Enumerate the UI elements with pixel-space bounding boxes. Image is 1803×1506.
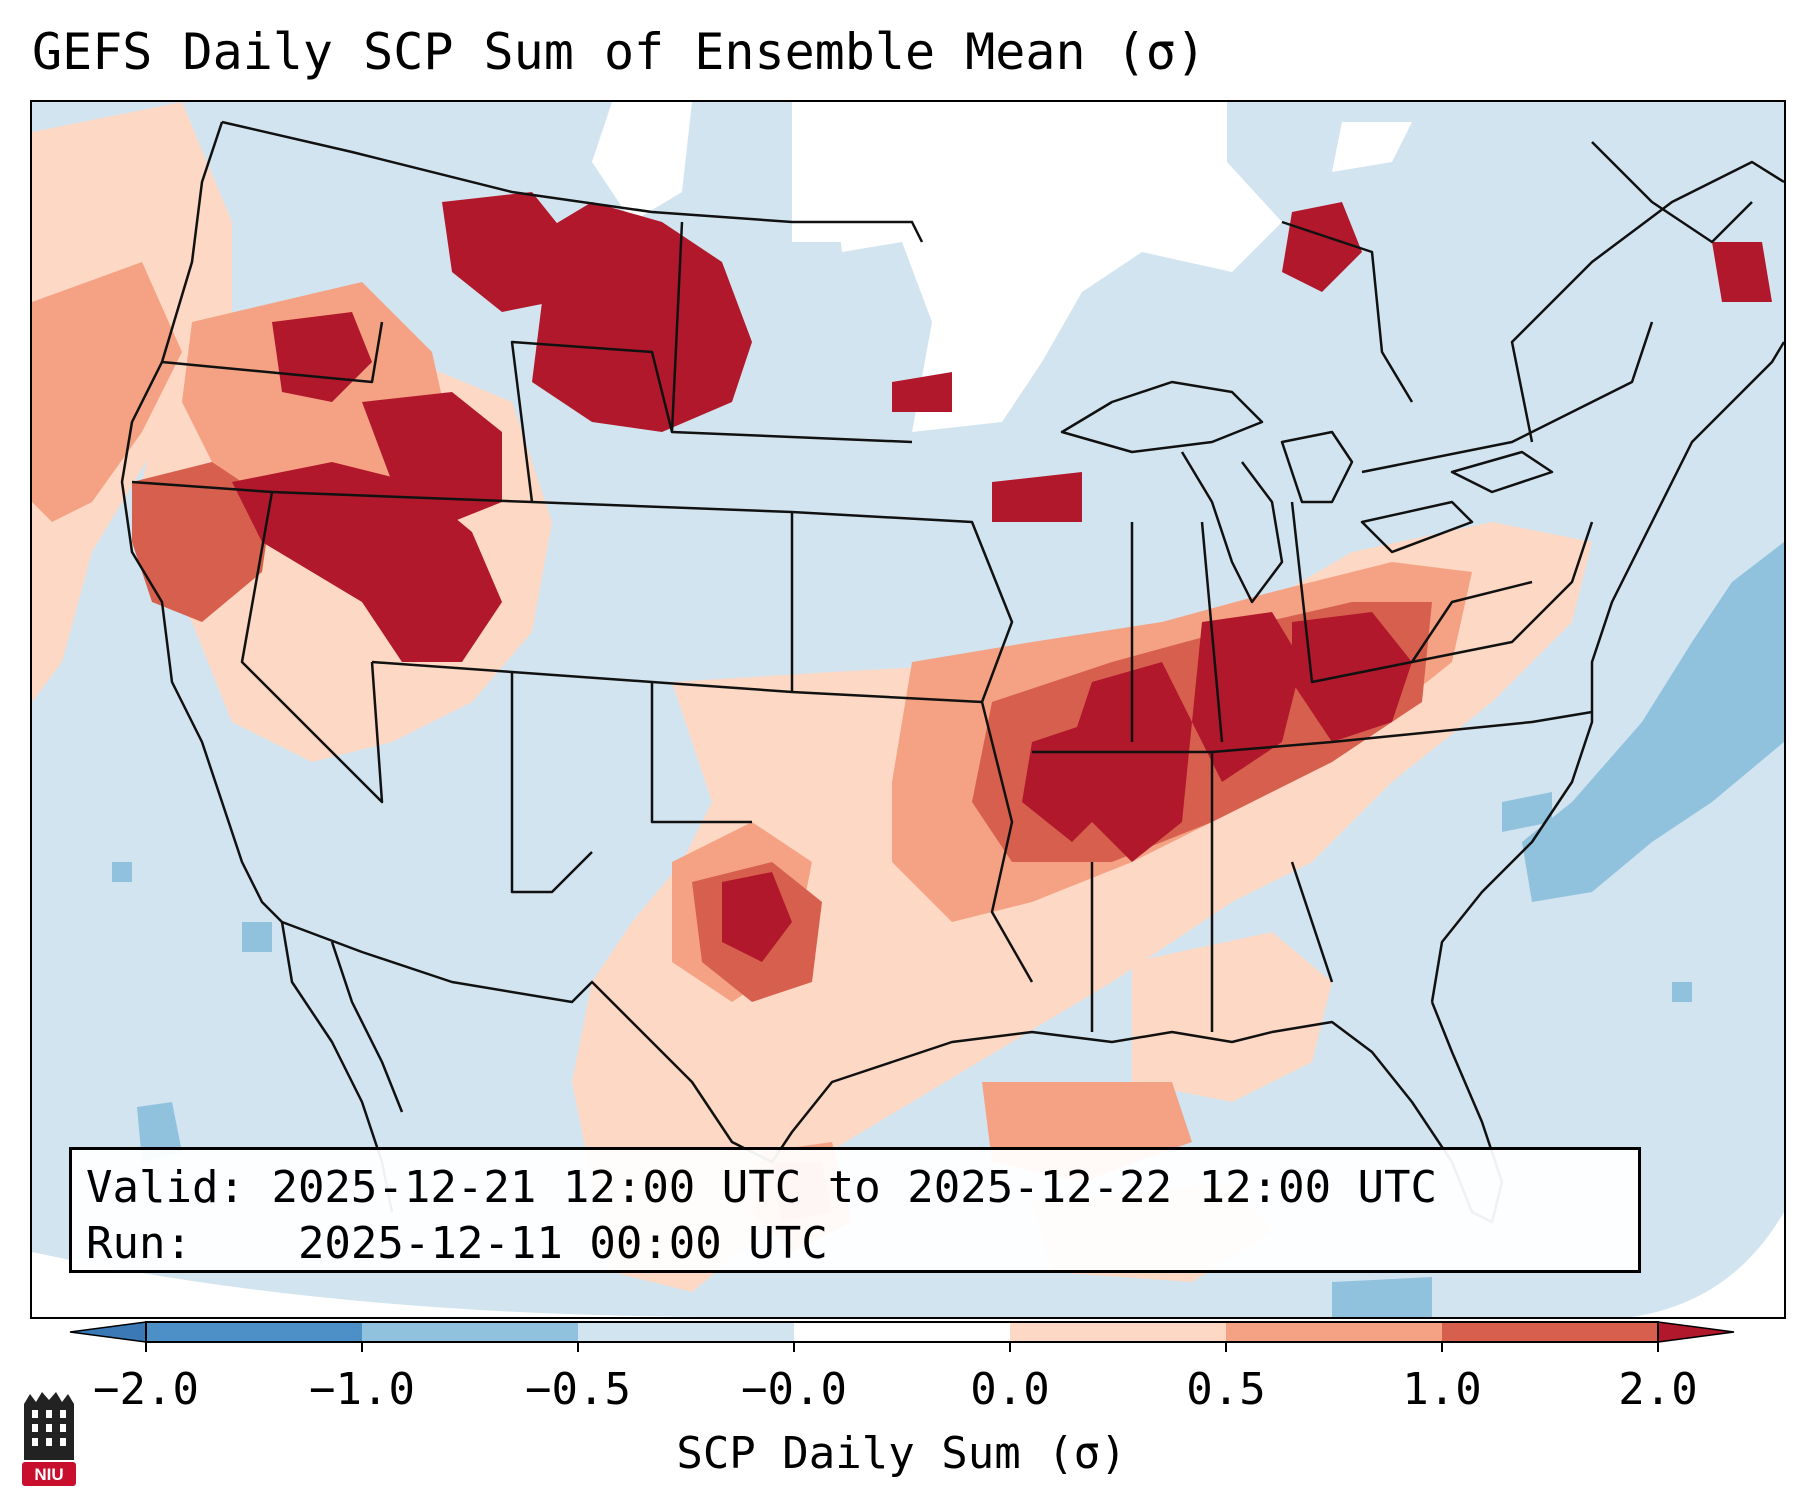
tick-label: −0.5 <box>525 1364 631 1415</box>
colorbar-bin-05-1 <box>1226 1322 1442 1342</box>
map-panel: Valid: 2025-12-21 12:00 UTC to 2025-12-2… <box>30 100 1786 1319</box>
logo-text: NIU <box>34 1465 63 1484</box>
colorbar-outline <box>145 1321 1659 1343</box>
tick-label: −1.0 <box>309 1364 415 1415</box>
run-value: 2025-12-11 00:00 UTC <box>297 1218 828 1269</box>
colorbar-bin-n2-n1 <box>146 1322 362 1342</box>
colorbar-label: SCP Daily Sum (σ) <box>676 1428 1127 1479</box>
colorbar-bin-1-2 <box>1442 1322 1658 1342</box>
colorbar <box>69 1321 1735 1352</box>
tick-label: 0.0 <box>970 1364 1050 1415</box>
projection-edge <box>32 1252 732 1317</box>
valid-label: Valid: <box>86 1162 245 1213</box>
colorbar-bin-n05-0 <box>578 1322 794 1342</box>
map-canvas <box>32 102 1784 1317</box>
chart-title: GEFS Daily SCP Sum of Ensemble Mean (σ) <box>32 23 1206 81</box>
colorbar-bin-0 <box>794 1322 1010 1342</box>
tick-label: −0.0 <box>741 1364 847 1415</box>
tick-label: 0.5 <box>1186 1364 1266 1415</box>
blue-region <box>112 542 1784 1317</box>
niu-logo-icon: NIU <box>22 1392 76 1486</box>
colorbar-bin-0-05 <box>1010 1322 1226 1342</box>
colorbar-tick-labels: −2.0 −1.0 −0.5 −0.0 0.0 0.5 1.0 2.0 <box>0 1362 1803 1422</box>
valid-info-box: Valid: 2025-12-21 12:00 UTC to 2025-12-2… <box>69 1147 1641 1273</box>
colorbar-tick-marks <box>145 1342 1659 1352</box>
colorbar-under-triangle <box>69 1321 147 1343</box>
valid-value: 2025-12-21 12:00 UTC to 2025-12-22 12:00… <box>271 1162 1438 1213</box>
run-label: Run: <box>86 1218 192 1269</box>
tick-label: 2.0 <box>1618 1364 1698 1415</box>
colorbar-over-triangle <box>1657 1321 1735 1343</box>
tick-label: −2.0 <box>93 1364 199 1415</box>
colorbar-bin-n1-n05 <box>362 1322 578 1342</box>
white-region <box>592 102 1412 432</box>
tick-label: 1.0 <box>1402 1364 1482 1415</box>
projection-edge-right <box>1632 1212 1784 1317</box>
